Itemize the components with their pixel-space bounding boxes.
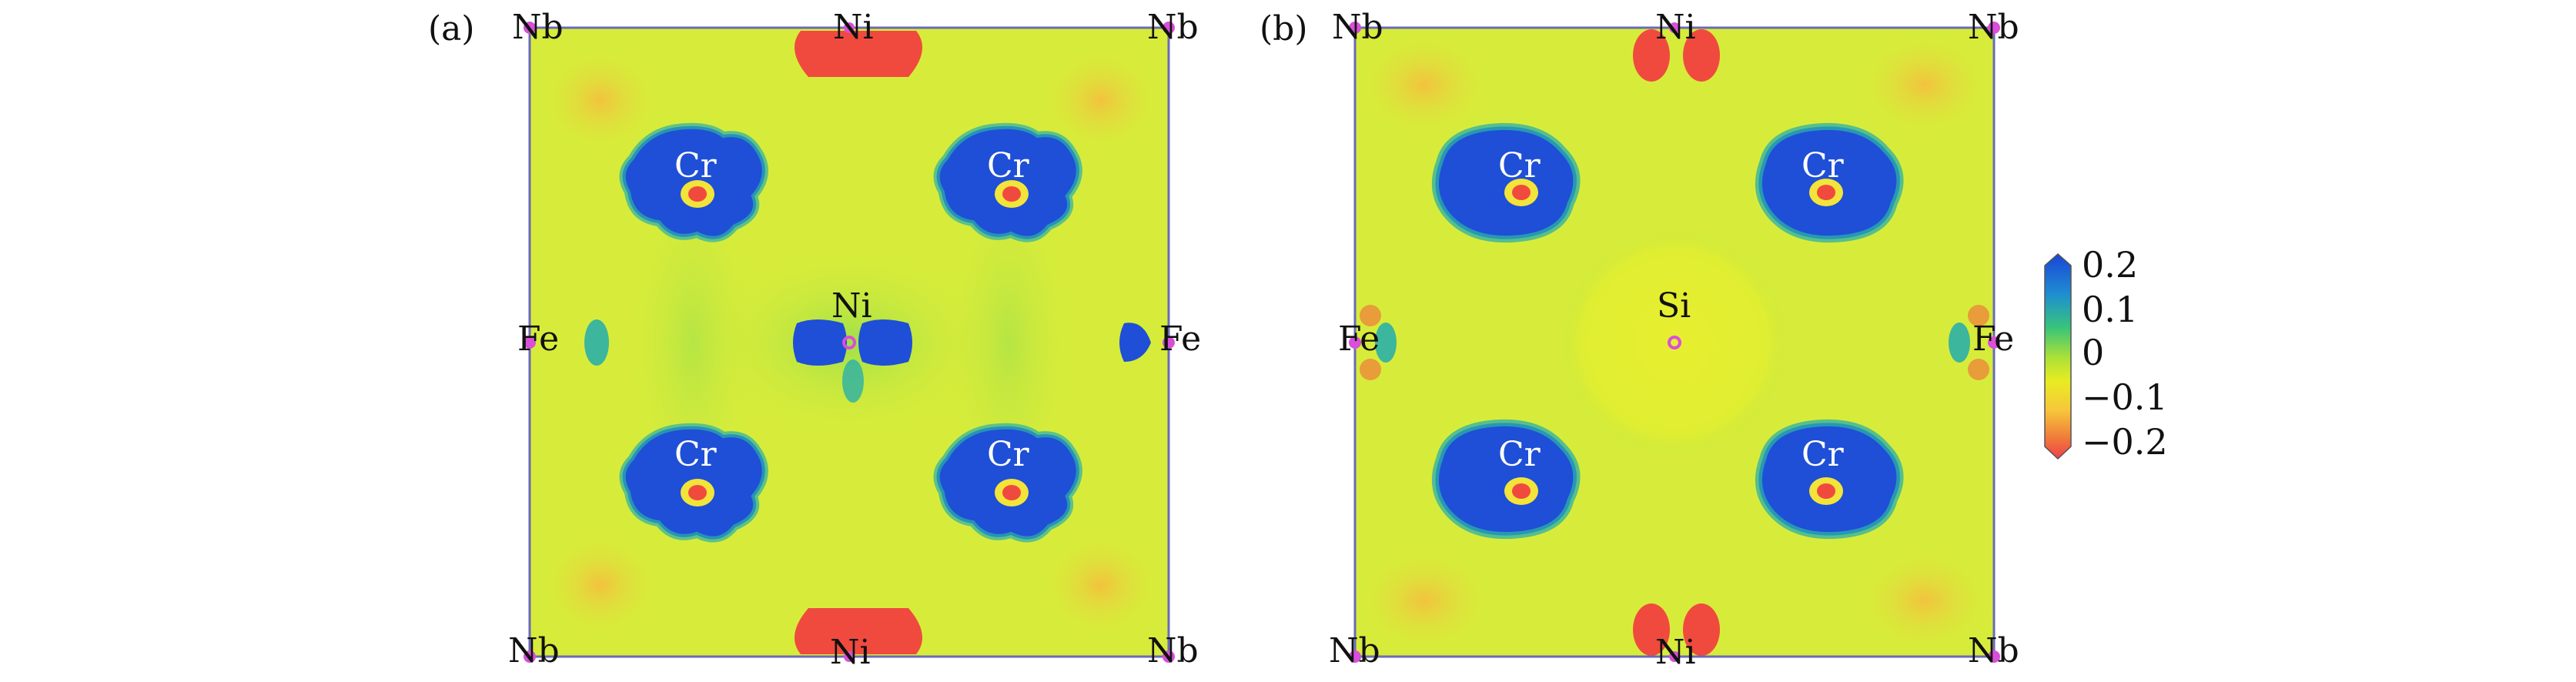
panel-b: (b) Nb Nb Nb Nb Ni Ni Fe Fe Si Cr Cr Cr … [1260, 8, 2019, 672]
panel-a-right: Fe [1159, 319, 1201, 359]
panel-b-si-halo [1559, 227, 1790, 458]
panel-a-corner-tl: Nb [512, 8, 564, 47]
panel-a-center-lobes [793, 319, 912, 403]
panel-a-tag: (a) [428, 9, 475, 48]
panel-b-corner-bl: Nb [1329, 631, 1380, 670]
panel-b-cr-label: Cr [1498, 146, 1541, 186]
panel-a-atom-markers [524, 22, 1175, 663]
panel-a-top: Ni [833, 8, 874, 47]
panel-b-corner-tr: Nb [1968, 8, 2019, 47]
panel-b-cr-label: Cr [1802, 146, 1845, 186]
panel-b-cr-blob [1435, 423, 1577, 536]
panel-a-center: Ni [831, 286, 872, 326]
colorbar-tick: 0 [2082, 332, 2104, 373]
panel-b-corner-tl: Nb [1332, 8, 1383, 47]
panel-a-corner-tr: Nb [1147, 8, 1199, 47]
panel-a-cr-label: Cr [987, 146, 1030, 186]
panel-b-bottom: Ni [1655, 633, 1696, 672]
panel-b-cr-label: Cr [1802, 435, 1845, 474]
panel-a-corner-br: Nb [1147, 631, 1199, 670]
panel-a-ni-red-top [795, 31, 922, 77]
panel-a-bottom: Ni [830, 633, 871, 672]
panel-b-left: Fe [1338, 319, 1380, 359]
panel-b-ni-red-bottom [1633, 603, 1720, 656]
panel-a-left: Fe [517, 319, 559, 359]
panel-a-cr-core [681, 180, 1029, 506]
panel-a-cr-label: Cr [674, 146, 718, 186]
colorbar-gradient [2044, 252, 2072, 460]
panel-b-ni-red-top [1633, 29, 1720, 82]
colorbar-tick: 0.1 [2082, 289, 2138, 330]
panel-a-cr-label: Cr [987, 435, 1030, 474]
colorbar-tick: −0.1 [2082, 376, 2168, 418]
panel-b-center: Si [1657, 286, 1691, 326]
panel-b-cr-label: Cr [1498, 435, 1541, 474]
panel-a: (a) Nb Nb Nb Nb Ni Ni Fe Fe Ni Cr Cr Cr … [428, 8, 1201, 672]
panel-b-right: Fe [1972, 319, 2014, 359]
panel-a-cr-label: Cr [674, 435, 718, 474]
colorbar: 0.2 0.1 0 −0.1 −0.2 [2044, 244, 2168, 463]
panel-a-ni-red-bottom [795, 608, 922, 654]
panel-b-tag: (b) [1260, 9, 1308, 48]
panel-b-corner-br: Nb [1968, 631, 2019, 670]
panel-b-top: Ni [1655, 8, 1696, 47]
colorbar-tick: 0.2 [2082, 244, 2138, 286]
colorbar-tick: −0.2 [2082, 421, 2168, 463]
panel-b-cr-core [1504, 179, 1843, 505]
panel-a-corner-bl: Nb [508, 631, 560, 670]
panel-b-atom-markers [1349, 22, 2000, 663]
panel-b-cr-blob [1435, 126, 1577, 239]
